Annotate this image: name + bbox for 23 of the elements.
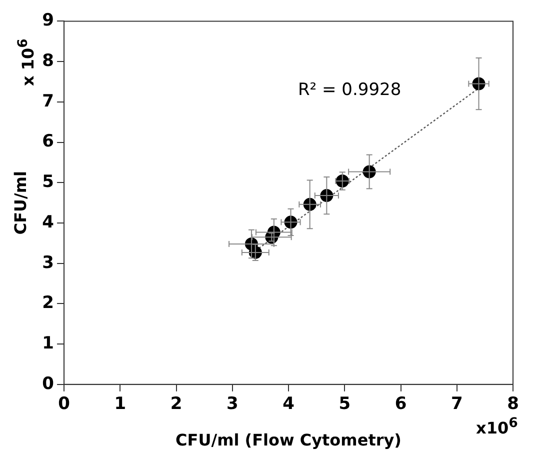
x-tick-label: 1	[114, 394, 126, 414]
x-tick-label: 2	[170, 394, 182, 414]
x-tick-label: 7	[450, 394, 463, 414]
x-tick-label: 3	[226, 394, 238, 414]
x-tick-label: 5	[338, 394, 351, 414]
text: x10$^{6}$	[476, 416, 518, 438]
y-tick-label: 6	[42, 132, 54, 152]
y-tick-label: 0	[42, 374, 54, 394]
annotation: R² = 0.9928	[298, 80, 402, 100]
x-tick-label: 8	[507, 394, 519, 414]
x-tick-label: 6	[394, 394, 407, 414]
y-tick-label: 7	[42, 91, 54, 112]
x-tick-label: 4	[282, 394, 295, 414]
y-tick-label: 9	[42, 10, 54, 31]
x-axis-title: CFU/ml (Flow Cytometry)	[176, 430, 402, 450]
y-tick-label: 4	[42, 212, 54, 232]
y-tick-label: 3	[42, 252, 54, 273]
y-tick-label: 1	[42, 333, 54, 354]
x-tick-label: 0	[58, 394, 70, 414]
y-tick-label: 5	[42, 172, 54, 192]
y-tick-label: 8	[42, 50, 54, 71]
y-tick-label: 2	[42, 293, 54, 314]
y-axis-title: CFU/ml	[10, 170, 30, 235]
